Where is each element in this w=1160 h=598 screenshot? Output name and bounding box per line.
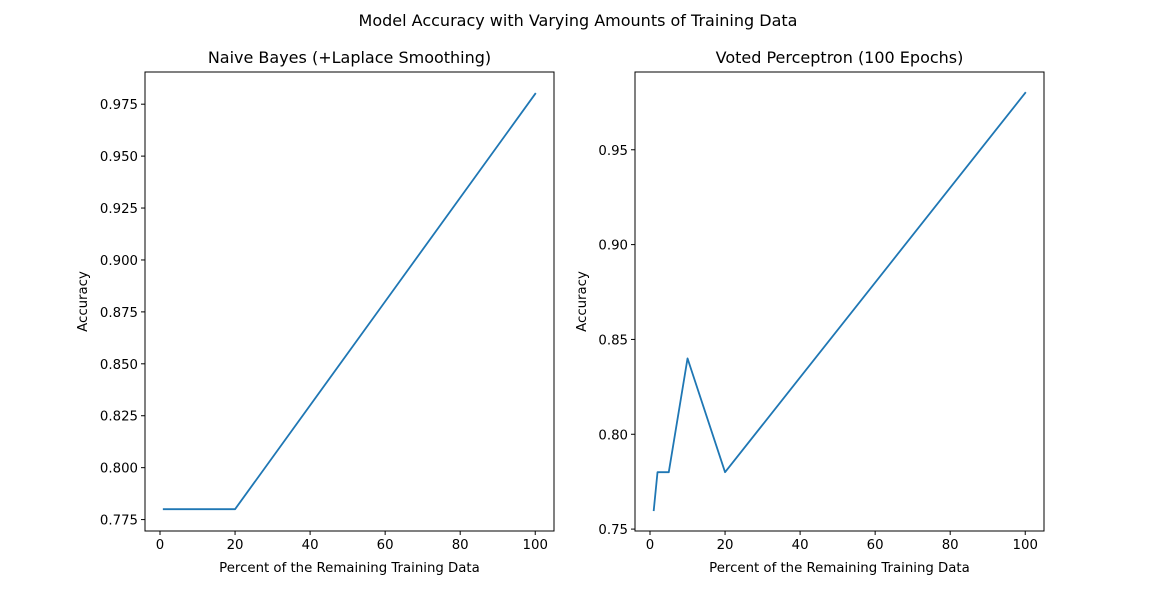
y-tick-label: 0.85: [598, 333, 628, 348]
figure-suptitle: Model Accuracy with Varying Amounts of T…: [359, 11, 798, 30]
axes-frame: [144, 71, 555, 532]
y-tick-label: 0.950: [100, 150, 138, 165]
accuracy-line: [162, 92, 537, 511]
y-tick-label: 0.900: [100, 254, 138, 269]
y-tick-label: 0.775: [100, 514, 138, 529]
x-axis-label: Percent of the Remaining Training Data: [709, 561, 970, 576]
x-tick-label: 100: [523, 538, 548, 553]
x-tick-label: 20: [227, 538, 244, 553]
axes-frame: [634, 71, 1045, 532]
y-tick-label: 0.800: [100, 462, 138, 477]
axis-ticks: 0 20 40 60 80 100 0.75 0.80 0.85 0.90 0.95: [598, 144, 1038, 553]
y-tick-label: 0.80: [598, 428, 628, 443]
y-tick-label: 0.975: [100, 98, 138, 113]
x-axis-label: Percent of the Remaining Training Data: [219, 561, 480, 576]
x-tick-label: 20: [717, 538, 734, 553]
y-axis-label: Accuracy: [575, 271, 590, 332]
x-tick-label: 40: [792, 538, 809, 553]
panel-title: Naive Bayes (+Laplace Smoothing): [208, 48, 491, 67]
x-tick-label: 0: [156, 538, 164, 553]
x-tick-label: 0: [646, 538, 654, 553]
x-tick-label: 100: [1013, 538, 1038, 553]
accuracy-line: [652, 91, 1027, 512]
panel-title: Voted Perceptron (100 Epochs): [716, 48, 964, 67]
y-tick-label: 0.875: [100, 306, 138, 321]
y-tick-label: 0.925: [100, 202, 138, 217]
y-tick-label: 0.850: [100, 358, 138, 373]
y-tick-label: 0.95: [598, 144, 628, 159]
x-tick-label: 80: [942, 538, 959, 553]
panel-naive-bayes: Naive Bayes (+Laplace Smoothing) 0 20 40 60…: [76, 48, 555, 576]
panel-voted-perceptron: Voted Perceptron (100 Epochs) 0 20 40 60 80 1…: [575, 48, 1045, 576]
y-axis-label: Accuracy: [76, 271, 91, 332]
data-series: [162, 92, 537, 511]
y-tick-label: 0.90: [598, 239, 628, 254]
axis-ticks: 0 20 40 60 80 100 0.775 0.800 0.825 0.850 0.875 0.9…: [100, 98, 548, 553]
data-series: [652, 91, 1027, 512]
x-tick-label: 60: [377, 538, 394, 553]
x-tick-label: 60: [867, 538, 884, 553]
x-tick-label: 40: [302, 538, 319, 553]
y-tick-label: 0.75: [598, 523, 628, 538]
x-tick-label: 80: [452, 538, 469, 553]
y-tick-label: 0.825: [100, 410, 138, 425]
